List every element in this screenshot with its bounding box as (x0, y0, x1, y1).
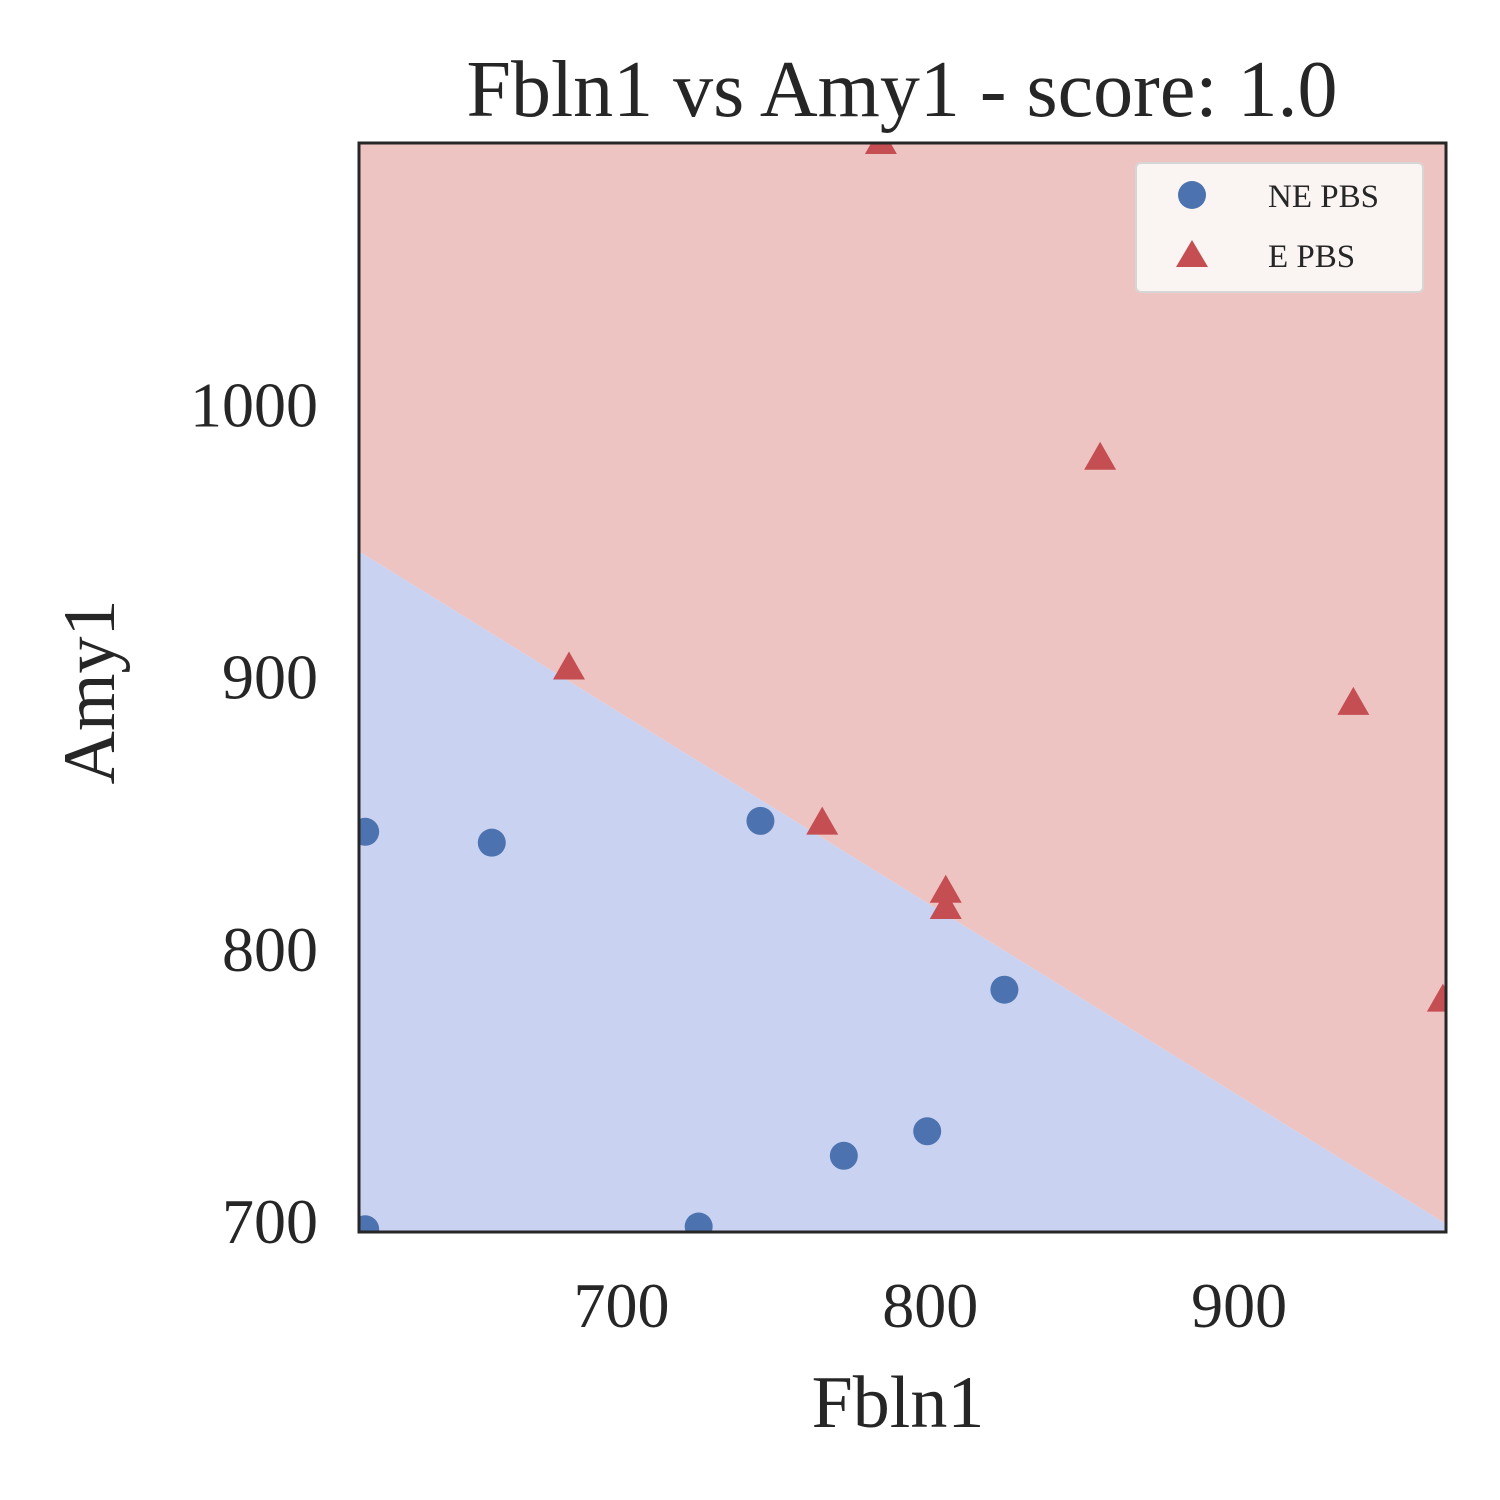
legend-box (1135, 162, 1424, 293)
point-ne-pbs-7 (913, 1117, 942, 1146)
x-tick-labels: 700 800 900 (573, 1270, 1287, 1341)
x-tick-label-900: 900 (1191, 1270, 1287, 1341)
y-tick-labels: 700 800 900 1000 (190, 369, 318, 1257)
x-axis-label: Fbln1 (812, 1362, 985, 1444)
point-e-pbs-4 (929, 874, 962, 903)
y-tick-label-700: 700 (222, 1186, 318, 1257)
point-e-pbs-7 (1337, 686, 1370, 715)
y-axis-label: Amy1 (49, 600, 131, 785)
legend-marker-e-pbs (1176, 240, 1208, 267)
point-e-pbs-6 (1084, 441, 1117, 470)
point-e-pbs-3 (864, 143, 897, 154)
chart-title: Fbln1 vs Amy1 - score: 1.0 (466, 46, 1337, 134)
point-ne-pbs-3 (477, 828, 506, 857)
legend: NE PBS E PBS (1135, 162, 1424, 293)
legend-label-e-pbs: E PBS (1268, 239, 1355, 275)
point-ne-pbs-1 (359, 817, 380, 846)
point-ne-pbs-6 (829, 1141, 858, 1170)
legend-marker-ne-pbs (1178, 181, 1206, 209)
y-tick-label-800: 800 (222, 914, 318, 985)
point-e-pbs-5 (929, 891, 962, 920)
points-layer (359, 143, 1446, 1232)
plot-area (359, 143, 1446, 1232)
point-ne-pbs-2 (359, 1215, 380, 1232)
plot-frame (357, 141, 1448, 1234)
x-tick-label-800: 800 (882, 1270, 978, 1341)
legend-label-ne-pbs: NE PBS (1268, 179, 1379, 215)
point-e-pbs-1 (552, 651, 585, 680)
y-tick-label-900: 900 (222, 642, 318, 713)
point-ne-pbs-8 (990, 975, 1019, 1004)
region-e-pbs (359, 143, 1446, 1224)
point-e-pbs-2 (806, 806, 839, 835)
y-tick-label-1000: 1000 (190, 369, 318, 440)
x-tick-label-700: 700 (573, 1270, 669, 1341)
point-e-pbs-8 (1426, 983, 1446, 1012)
point-ne-pbs-4 (684, 1212, 713, 1232)
point-ne-pbs-5 (746, 806, 775, 835)
region-ne-pbs (359, 551, 1446, 1232)
